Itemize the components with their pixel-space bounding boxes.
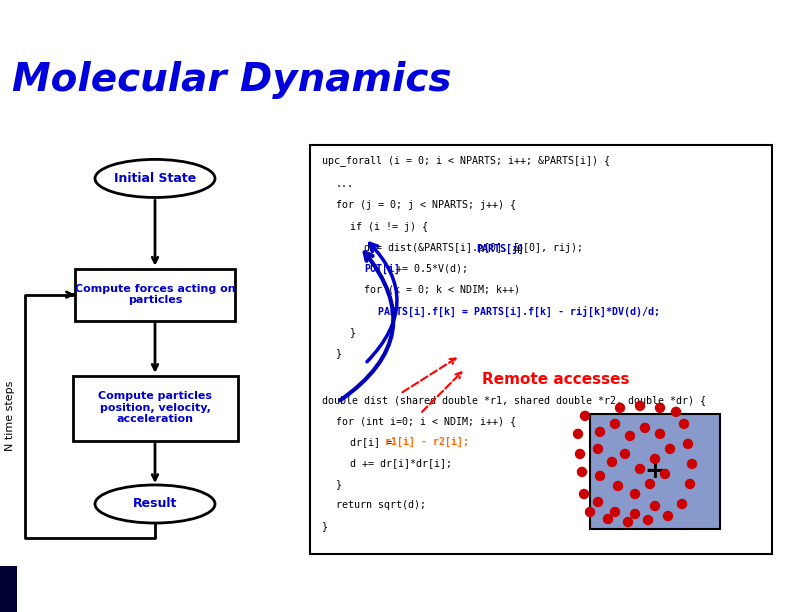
Text: d = dist(&PARTS[i].p[0], &: d = dist(&PARTS[i].p[0], & — [364, 242, 520, 253]
Circle shape — [635, 401, 645, 410]
Circle shape — [635, 465, 645, 474]
Text: N time steps: N time steps — [5, 381, 15, 451]
Circle shape — [661, 469, 669, 479]
Circle shape — [581, 411, 589, 420]
Text: Any opinions, findings and conclusions or recommendations expressed in this mate: Any opinions, findings and conclusions o… — [24, 588, 403, 592]
Text: double dist (shared double *r1, shared double *r2, double *dr) {: double dist (shared double *r1, shared d… — [322, 395, 706, 405]
Circle shape — [630, 510, 639, 518]
Circle shape — [656, 403, 664, 412]
Circle shape — [677, 499, 687, 509]
FancyArrowPatch shape — [422, 372, 462, 412]
FancyBboxPatch shape — [720, 35, 737, 46]
Text: POT[i]: POT[i] — [364, 264, 400, 274]
Circle shape — [664, 512, 672, 521]
Circle shape — [596, 471, 604, 480]
Text: for (int i=0; i < NDIM; i++) {: for (int i=0; i < NDIM; i++) { — [336, 416, 516, 426]
Circle shape — [650, 455, 660, 463]
Circle shape — [687, 460, 696, 468]
FancyBboxPatch shape — [699, 10, 716, 20]
Text: return sqrt(d);: return sqrt(d); — [336, 500, 426, 510]
Circle shape — [645, 479, 654, 488]
FancyBboxPatch shape — [75, 269, 235, 321]
FancyBboxPatch shape — [677, 35, 695, 46]
Circle shape — [611, 507, 619, 517]
Circle shape — [665, 444, 675, 453]
Text: Initial State: Initial State — [114, 172, 196, 185]
Text: r1[i] - r2[i];: r1[i] - r2[i]; — [385, 437, 469, 447]
Text: the views of the Defense Advanced Research Projects Agency.: the views of the Defense Advanced Resear… — [24, 597, 188, 603]
Circle shape — [620, 449, 630, 458]
Circle shape — [656, 430, 664, 438]
FancyBboxPatch shape — [73, 376, 238, 441]
Circle shape — [611, 419, 619, 428]
Text: if (i != j) {: if (i != j) { — [350, 222, 428, 231]
Text: 116: 116 — [746, 583, 772, 597]
Text: upc_forall (i = 0; i < NPARTS; i++; &PARTS[i]) {: upc_forall (i = 0; i < NPARTS; i++; &PAR… — [322, 155, 610, 166]
Circle shape — [593, 444, 603, 453]
Circle shape — [576, 449, 584, 458]
Text: }: } — [322, 521, 328, 531]
Text: Compute particles
position, velocity,
acceleration: Compute particles position, velocity, ac… — [98, 391, 212, 425]
Circle shape — [604, 515, 612, 523]
FancyBboxPatch shape — [699, 23, 716, 33]
Text: Productive Parallel Programming in PGAS: Productive Parallel Programming in PGAS — [99, 20, 375, 33]
Text: Result: Result — [133, 498, 177, 510]
Circle shape — [615, 403, 625, 412]
Circle shape — [614, 482, 623, 490]
Circle shape — [683, 439, 692, 449]
Text: ...: ... — [336, 179, 354, 190]
Circle shape — [596, 427, 604, 436]
Text: for (k = 0; k < NDIM; k++): for (k = 0; k < NDIM; k++) — [364, 285, 520, 294]
Text: PARTS[j]: PARTS[j] — [476, 242, 524, 254]
Circle shape — [672, 408, 680, 416]
Text: PARTS[i].f[k] = PARTS[i].f[k] - rij[k]*DV(d)/d;: PARTS[i].f[k] = PARTS[i].f[k] - rij[k]*D… — [378, 305, 660, 317]
Circle shape — [573, 430, 582, 438]
FancyBboxPatch shape — [720, 23, 737, 33]
Text: }: } — [336, 348, 342, 358]
Circle shape — [580, 490, 588, 499]
Circle shape — [686, 479, 695, 488]
Text: This material is based upon work supported by the Defense Advanced Research Proj: This material is based upon work support… — [24, 577, 399, 581]
Circle shape — [623, 518, 633, 526]
Circle shape — [644, 515, 653, 524]
Text: dr[i] =: dr[i] = — [350, 437, 398, 447]
FancyBboxPatch shape — [720, 10, 737, 20]
FancyBboxPatch shape — [677, 10, 695, 20]
Text: Compute forces acting on
particles: Compute forces acting on particles — [74, 284, 235, 305]
Text: PACT 08: PACT 08 — [14, 20, 68, 33]
Ellipse shape — [95, 485, 215, 523]
Text: Molecular Dynamics: Molecular Dynamics — [12, 61, 451, 99]
Circle shape — [593, 498, 603, 507]
Text: .p[0], rij);: .p[0], rij); — [511, 242, 583, 253]
Text: += 0.5*V(d);: += 0.5*V(d); — [390, 264, 468, 274]
FancyBboxPatch shape — [699, 35, 716, 46]
Circle shape — [607, 457, 616, 466]
Circle shape — [680, 419, 688, 428]
Circle shape — [641, 424, 649, 432]
FancyBboxPatch shape — [0, 566, 17, 612]
Circle shape — [585, 507, 595, 517]
FancyArrowPatch shape — [341, 252, 394, 400]
FancyBboxPatch shape — [677, 23, 695, 33]
Circle shape — [577, 468, 587, 477]
Circle shape — [630, 490, 639, 499]
Text: d += dr[i]*dr[i];: d += dr[i]*dr[i]; — [350, 458, 452, 468]
FancyBboxPatch shape — [310, 146, 772, 554]
Text: }: } — [350, 327, 356, 337]
Text: Remote accesses: Remote accesses — [482, 371, 630, 387]
FancyBboxPatch shape — [590, 414, 720, 529]
FancyArrowPatch shape — [402, 359, 455, 392]
Circle shape — [626, 431, 634, 441]
FancyArrowPatch shape — [367, 244, 397, 362]
Circle shape — [650, 501, 660, 510]
Ellipse shape — [95, 159, 215, 198]
Text: for (j = 0; j < NPARTS; j++) {: for (j = 0; j < NPARTS; j++) { — [336, 201, 516, 211]
Text: +: + — [645, 459, 665, 483]
Text: }: } — [336, 479, 342, 489]
